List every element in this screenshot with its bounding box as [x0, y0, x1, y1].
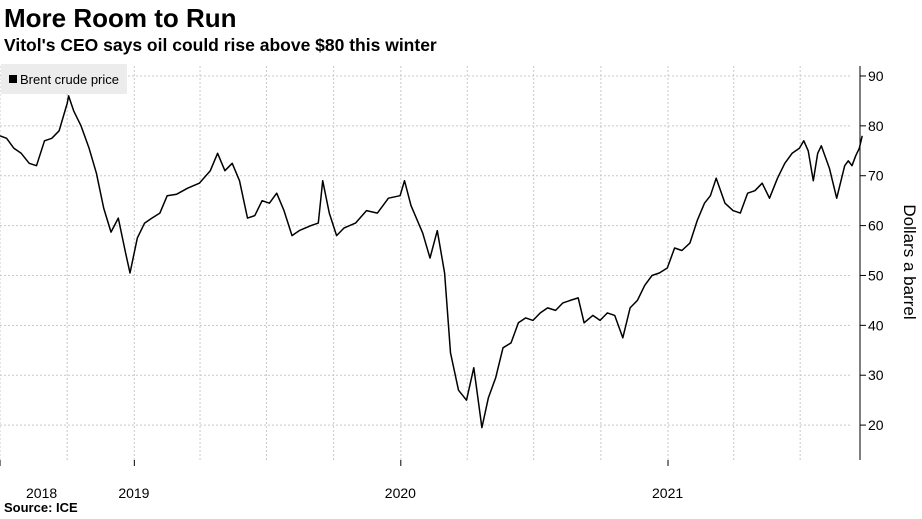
chart-legend: Brent crude price [1, 64, 127, 94]
y-tick-label-20: 20 [868, 417, 884, 433]
y-axis-label: Dollars a barrel [900, 204, 919, 320]
y-axis-ticks: 20 30 40 50 60 70 80 90 [860, 68, 884, 433]
y-tick-label-70: 70 [868, 168, 884, 184]
legend-label-brent: Brent crude price [20, 71, 119, 87]
y-tick-label-80: 80 [868, 118, 884, 134]
legend-swatch-brent [9, 75, 17, 83]
y-tick-label-60: 60 [868, 218, 884, 234]
y-tick-label-90: 90 [868, 68, 884, 84]
grid-lines [0, 66, 852, 460]
series-line-brent [0, 95, 863, 429]
x-axis-ticks: 2018 2019 2020 2021 [0, 460, 683, 501]
chart-title: More Room to Run [4, 3, 237, 33]
y-tick-label-50: 50 [868, 267, 884, 283]
x-tick-label-2020: 2020 [385, 485, 416, 501]
x-tick-label-2019: 2019 [118, 485, 149, 501]
x-tick-label-2018: 2018 [26, 485, 57, 501]
y-tick-label-40: 40 [868, 317, 884, 333]
y-tick-label-30: 30 [868, 367, 884, 383]
source-note: Source: ICE [4, 500, 78, 515]
x-tick-label-2021: 2021 [652, 485, 683, 501]
chart-subtitle: Vitol's CEO says oil could rise above $8… [4, 35, 437, 55]
